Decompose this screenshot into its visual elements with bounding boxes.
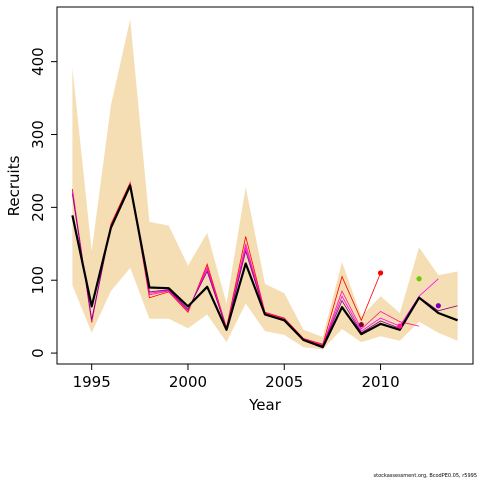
x-tick-label-2000: 2000	[169, 373, 207, 391]
footnote: stockassessment.org, BcodPE0.05, r5995	[373, 473, 477, 479]
y-tick-label-200: 200	[29, 193, 47, 222]
x-tick-label-1995: 1995	[73, 373, 111, 391]
x-tick-label-2005: 2005	[265, 373, 303, 391]
y-axis-title: Recruits	[5, 155, 23, 216]
endpoint-markers	[358, 270, 441, 329]
y-tick-label-300: 300	[29, 120, 47, 149]
x-axis-title: Year	[248, 396, 282, 414]
endpoint-marker-2	[358, 322, 364, 328]
confidence-band-area	[72, 19, 458, 350]
main-estimate-polyline	[71, 184, 458, 349]
plot-frame	[56, 6, 474, 365]
endpoint-marker-1	[377, 270, 384, 276]
y-tick-label-400: 400	[29, 47, 47, 76]
y-tick-label-0: 0	[29, 348, 47, 358]
y-tick-label-100: 100	[29, 266, 47, 295]
endpoint-marker-3	[397, 323, 403, 329]
confidence-band	[72, 19, 458, 350]
main-estimate-line	[71, 184, 458, 349]
retro-line-2	[72, 182, 420, 346]
endpoint-marker-4	[416, 276, 422, 282]
y-axis: 0 100 200 300 400	[29, 47, 57, 358]
x-axis: 1995 2000 2005 2010	[73, 364, 400, 391]
endpoint-marker-5	[435, 303, 441, 309]
x-tick-label-2010: 2010	[361, 373, 399, 391]
